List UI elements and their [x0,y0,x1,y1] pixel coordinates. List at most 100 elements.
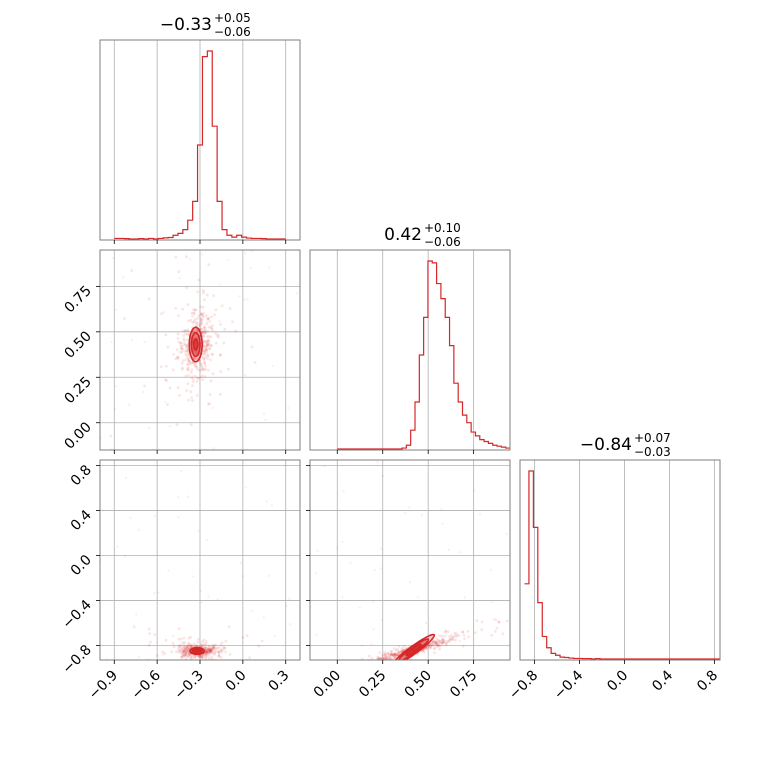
sample-point [187,644,191,648]
sample-point [451,638,455,641]
sample-point [180,470,183,473]
sample-point [257,644,261,648]
sample-point [531,617,534,620]
sample-point [201,332,204,335]
sample-point [201,305,205,309]
sample-point [388,656,391,660]
sample-point [386,663,389,666]
sample-point [435,643,439,647]
sample-point [341,596,344,599]
sample-point [360,657,364,660]
sample-point [521,615,524,618]
sample-point [202,315,206,319]
x-tick-label: 0.4 [649,667,676,694]
sample-point [109,434,113,438]
panel-title: −0.84 +0.07−0.03 [580,431,671,459]
sample-point [187,373,191,377]
sample-point [206,339,210,342]
sample-point [209,647,213,651]
sample-point [206,344,210,348]
sample-point [395,653,399,657]
sample-point [194,357,198,361]
sample-point [129,516,132,520]
sample-point [404,511,407,515]
sample-point [198,655,202,658]
sample-point [196,290,199,294]
sample-point [186,646,189,650]
sample-point [175,348,179,352]
sample-point [166,403,169,406]
sample-point [316,549,319,552]
sample-point [245,634,249,638]
sample-point [194,328,198,332]
sample-point [340,540,344,544]
title-median: 0.42 [384,225,422,245]
sample-point [188,643,192,646]
sample-point [219,283,222,286]
scatter-panel-2-1: 0.00 0.25 0.50 0.75 [61,249,301,454]
sample-point [195,644,199,648]
sample-point [194,308,198,312]
title-minus: −0.06 [214,25,251,39]
sample-point [390,653,394,656]
sample-point [186,338,189,342]
sample-point [186,363,189,367]
sample-point [191,314,194,318]
sample-point [212,651,216,655]
sample-point [199,312,203,315]
sample-point [211,324,214,328]
sample-point [480,620,484,624]
sample-point [209,650,213,654]
sample-point [273,635,276,638]
sample-point [189,318,193,322]
sample-point [193,374,197,378]
sample-point [207,325,211,329]
sample-point [130,269,134,272]
sample-point [390,652,393,656]
sample-point [209,379,213,383]
histogram-step [114,50,286,240]
sample-point [209,326,213,329]
sample-point [433,640,437,644]
sample-point [387,652,391,656]
sample-point [209,649,213,652]
sample-point [205,344,209,348]
sample-point [183,343,187,347]
sample-point [192,320,196,324]
sample-point [353,667,356,670]
sample-point [182,339,186,343]
sample-point [209,648,213,652]
sample-point [389,657,392,660]
sample-point [209,646,213,650]
sample-point [204,650,208,654]
sample-point [189,645,193,649]
sample-point [181,653,185,657]
title-plus: +0.07 [634,431,671,445]
sample-point [426,644,430,648]
sample-point [199,318,203,322]
sample-point [400,649,404,653]
sample-point [497,620,501,624]
sample-point [387,653,391,657]
sample-point [363,665,366,668]
sample-point [434,641,438,645]
sample-point [186,654,190,658]
sample-point [182,645,186,649]
sample-point [473,631,477,635]
sample-point [424,646,428,650]
sample-point [453,632,456,635]
scatter-points [314,461,534,670]
sample-point [179,341,183,345]
sample-point [115,384,118,388]
sample-point [181,650,185,654]
sample-point [433,646,437,650]
sample-point [208,649,212,653]
sample-point [186,356,190,360]
sample-point [243,298,246,301]
sample-point [210,651,214,655]
sample-point [451,635,455,639]
sample-point [451,636,455,640]
sample-point [431,639,435,643]
y-tick-label: 0.8 [68,462,95,489]
sample-point [221,648,225,652]
